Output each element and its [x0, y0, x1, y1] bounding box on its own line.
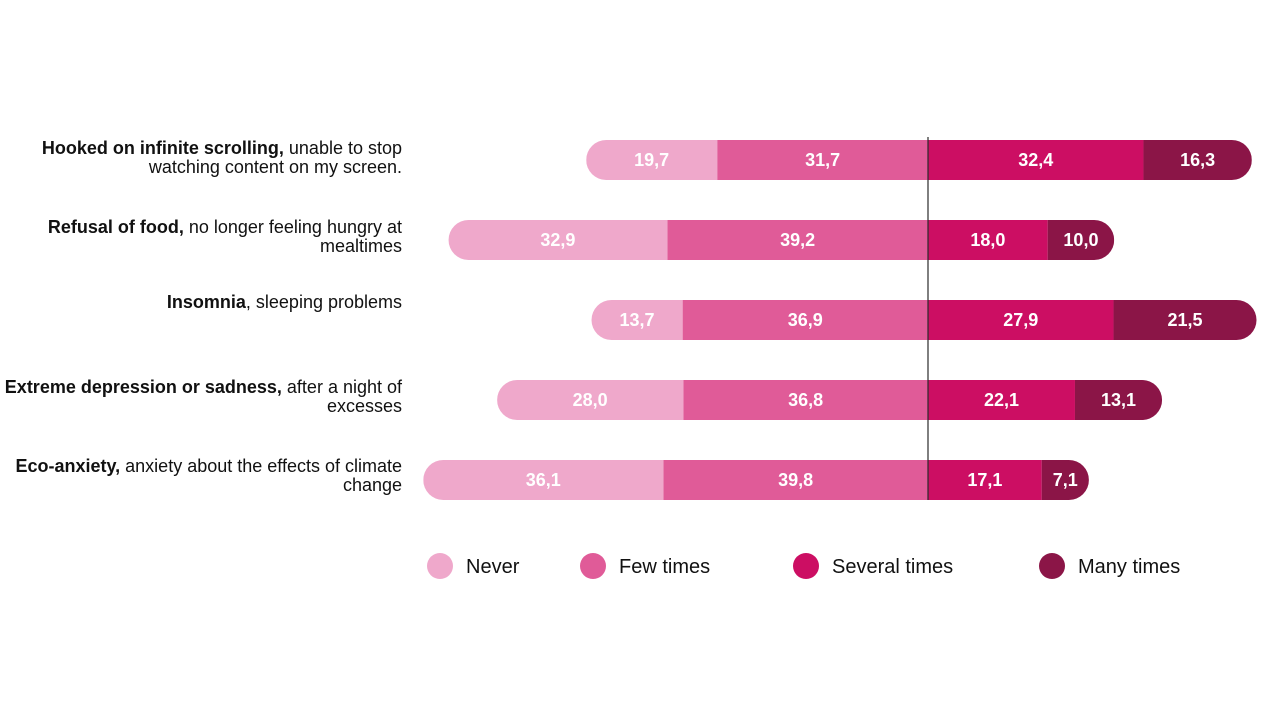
data-label: 19,7: [634, 150, 669, 170]
category-label-rest: no longer feeling hungry at mealtimes: [183, 217, 402, 256]
data-label: 39,2: [780, 230, 815, 250]
data-label: 18,0: [970, 230, 1005, 250]
data-label: 32,4: [1018, 150, 1053, 170]
category-label-bold: Refusal of food,: [47, 217, 184, 237]
bar-segment: [448, 220, 668, 260]
bar-row: [591, 300, 1257, 340]
data-label: 36,1: [526, 470, 561, 490]
legend-swatch: [427, 553, 453, 579]
data-label: 17,1: [967, 470, 1002, 490]
bar-segment: [667, 220, 928, 260]
bar-row-labels: 39,2 32,9 18,0 10,0: [540, 230, 1098, 250]
bar-segment: [586, 140, 718, 180]
category-label: Extreme depression or sadness, after a n…: [2, 378, 402, 416]
bar-segment: [928, 300, 1114, 340]
category-label: Insomnia, sleeping problems: [2, 293, 402, 312]
bar-segment: [928, 140, 1144, 180]
category-label-bold: Eco-anxiety,: [15, 456, 121, 476]
category-label: Refusal of food, no longer feeling hungr…: [2, 218, 402, 256]
bar-segment: [928, 220, 1048, 260]
bar-segment: [928, 380, 1075, 420]
category-label: Eco-anxiety, anxiety about the effects o…: [2, 457, 402, 495]
legend-swatch: [1039, 553, 1065, 579]
category-label: Hooked on infinite scrolling, unable to …: [2, 139, 402, 177]
bar-row: [423, 460, 1089, 500]
bar-segment: [423, 460, 664, 500]
legend-label: Many times: [1078, 556, 1180, 578]
legend: Never Few times Several times Many times: [427, 553, 1180, 579]
category-label-bold: Hooked on infinite scrolling,: [41, 138, 284, 158]
bar-segment: [928, 460, 1042, 500]
bar-row-labels: 36,9 13,7 27,9 21,5: [620, 310, 1203, 330]
category-label-rest: anxiety about the effects of climate cha…: [120, 456, 402, 495]
bar-segment: [682, 300, 928, 340]
legend-swatch: [793, 553, 819, 579]
data-label: 22,1: [984, 390, 1019, 410]
bar-row-labels: 39,8 36,1 17,1 7,1: [526, 470, 1078, 490]
data-label: 16,3: [1180, 150, 1215, 170]
legend-label: Few times: [619, 556, 710, 578]
data-label: 13,7: [620, 310, 655, 330]
bar-row: [586, 140, 1252, 180]
legend-swatch: [580, 553, 606, 579]
bar-row: [448, 220, 1115, 260]
category-label-bold: Extreme depression or sadness,: [4, 377, 282, 397]
data-label: 27,9: [1003, 310, 1038, 330]
bar-segment: [1047, 220, 1115, 260]
data-label: 21,5: [1167, 310, 1202, 330]
category-label-rest: unable to stop watching content on my sc…: [148, 138, 402, 177]
data-label: 13,1: [1101, 390, 1136, 410]
data-label: 28,0: [573, 390, 608, 410]
bar-segment: [1074, 380, 1163, 420]
bar-segment: [1143, 140, 1252, 180]
category-label-bold: Insomnia: [166, 292, 246, 312]
bar-segment: [683, 380, 928, 420]
legend-label: Never: [466, 556, 520, 578]
bar-segment: [717, 140, 928, 180]
bar-segment: [1041, 460, 1089, 500]
bar-segment: [497, 380, 684, 420]
bar-segment: [663, 460, 928, 500]
legend-label: Several times: [832, 556, 953, 578]
bar-row: [497, 380, 1163, 420]
bar-row-labels: 36,8 28,0 22,1 13,1: [573, 390, 1136, 410]
category-label-rest: , sleeping problems: [245, 292, 402, 312]
data-label: 32,9: [540, 230, 575, 250]
data-label: 39,8: [778, 470, 813, 490]
bar-row-labels: 31,7 19,7 32,4 16,3: [634, 150, 1215, 170]
category-label-rest: after a night of excesses: [281, 377, 402, 416]
data-label: 7,1: [1053, 470, 1078, 490]
data-label: 31,7: [805, 150, 840, 170]
data-label: 36,9: [788, 310, 823, 330]
bar-segment: [1113, 300, 1257, 340]
data-label: 36,8: [788, 390, 823, 410]
data-label: 10,0: [1063, 230, 1098, 250]
bar-segment: [591, 300, 683, 340]
